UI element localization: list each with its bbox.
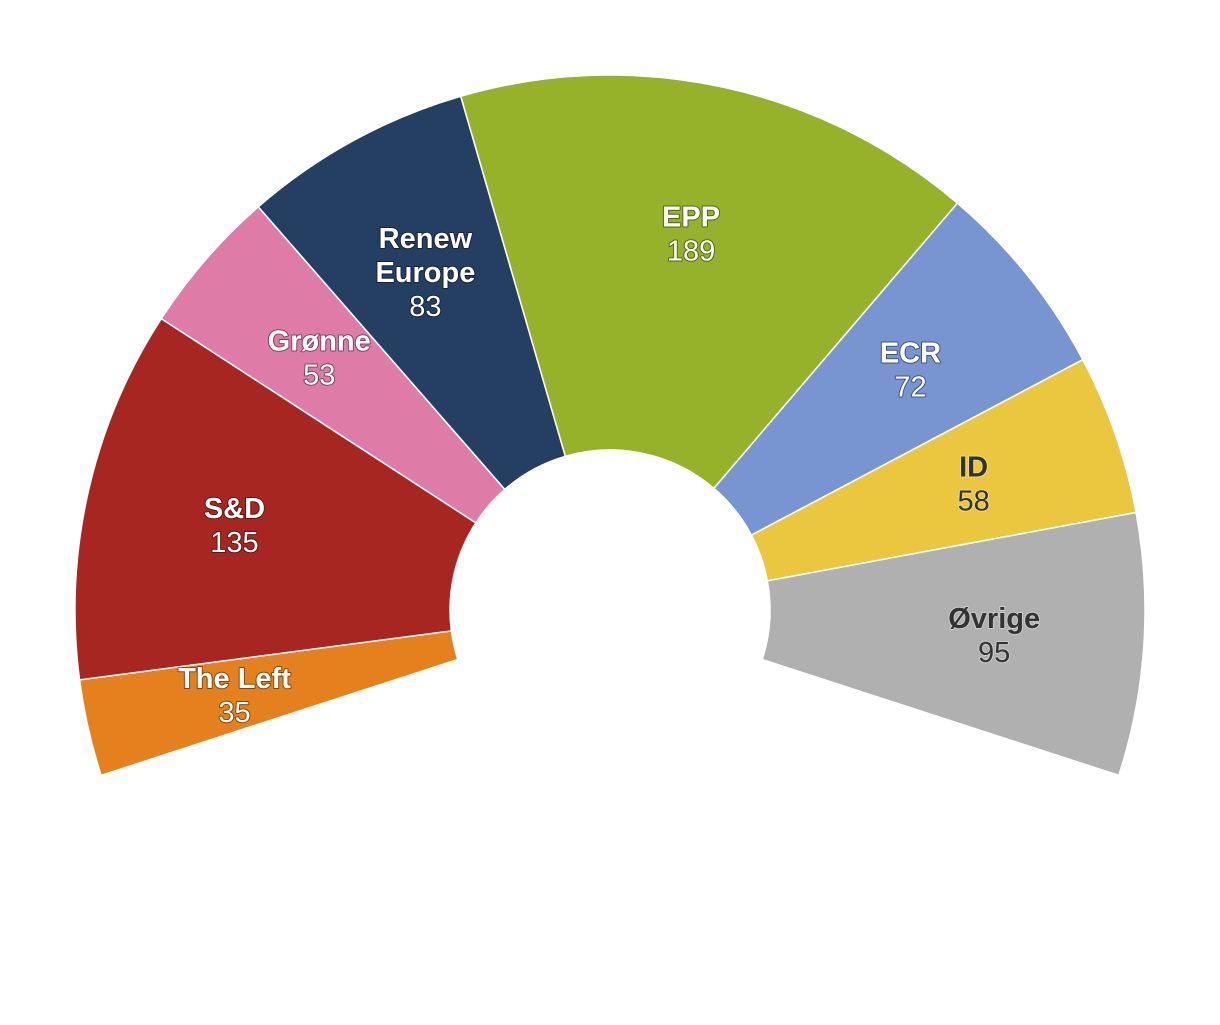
label-the-left: The Left 35 xyxy=(178,663,291,729)
label-ecr: ECR 72 xyxy=(880,337,941,403)
label-renew-europe: Renew Europe 83 xyxy=(375,223,475,323)
label-vrige: Øvrige 95 xyxy=(948,603,1040,669)
label-value-id: 58 xyxy=(957,485,989,517)
slice-epp xyxy=(459,74,959,490)
label-value-s-d: 135 xyxy=(210,527,258,559)
label-id: ID 58 xyxy=(957,451,989,517)
label-name-ecr: ECR xyxy=(880,337,941,369)
label-name-the-left: The Left xyxy=(178,663,291,695)
label-name-vrige: Øvrige xyxy=(948,603,1040,635)
slice-vrige xyxy=(761,511,1146,777)
label-gr-nne: Grønne 53 xyxy=(268,326,371,392)
label-value-epp: 189 xyxy=(667,236,715,268)
label-name-gr-nne: Grønne xyxy=(268,326,371,358)
label-name-s-d: S&D xyxy=(204,493,265,525)
slices-group xyxy=(74,74,1146,777)
label-value-gr-nne: 53 xyxy=(303,360,335,392)
label-value-the-left: 35 xyxy=(218,697,250,729)
slice-s-d xyxy=(74,317,477,681)
label-name-epp: EPP xyxy=(662,202,720,234)
label-name-renew-europe: Renew xyxy=(379,223,473,255)
slice-ecr xyxy=(712,202,1084,537)
label-value-renew-europe: 83 xyxy=(409,291,441,323)
label-value-ecr: 72 xyxy=(894,371,926,403)
label-s-d: S&D 135 xyxy=(204,493,265,559)
label-name-id: ID xyxy=(959,451,988,483)
label-epp: EPP 189 xyxy=(662,202,720,268)
label-name-renew-europe: Europe xyxy=(375,257,475,289)
label-value-vrige: 95 xyxy=(978,637,1010,669)
